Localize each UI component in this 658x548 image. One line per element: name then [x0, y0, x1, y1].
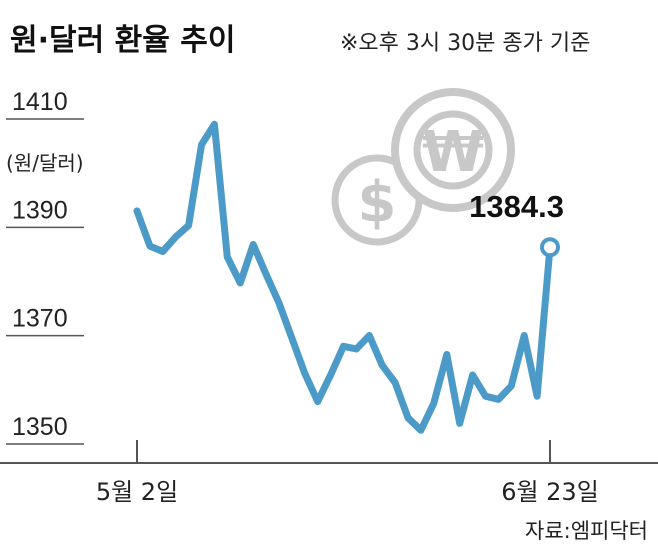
- plot-area: 1384.3: [133, 120, 564, 434]
- dollar-symbol: $: [358, 170, 397, 235]
- y-tick-label: 1390: [12, 196, 68, 224]
- chart-note: ※오후 3시 30분 종가 기준: [340, 31, 590, 56]
- won-symbol: ₩: [422, 120, 484, 185]
- last-point-marker: [540, 237, 560, 258]
- last-value-label: 1384.3: [469, 189, 564, 224]
- exchange-rate-line: [133, 120, 554, 434]
- y-tick-label: 1410: [12, 88, 68, 116]
- won-coin-icon: ₩: [391, 88, 515, 212]
- source-note: 자료:엠피닥터: [525, 519, 648, 543]
- y-axis: (원/달러) 1410 1390 1370 1350: [6, 88, 84, 445]
- x-tick-label: 5월 2일: [96, 478, 178, 506]
- x-axis: 5월 2일 6월 23일: [96, 440, 599, 506]
- chart-title: 원·달러 환율 추이: [10, 23, 236, 58]
- y-tick-label: 1350: [12, 413, 68, 441]
- x-tick-label: 6월 23일: [501, 478, 599, 506]
- y-unit-label: (원/달러): [6, 151, 84, 175]
- y-tick-label: 1370: [12, 305, 68, 333]
